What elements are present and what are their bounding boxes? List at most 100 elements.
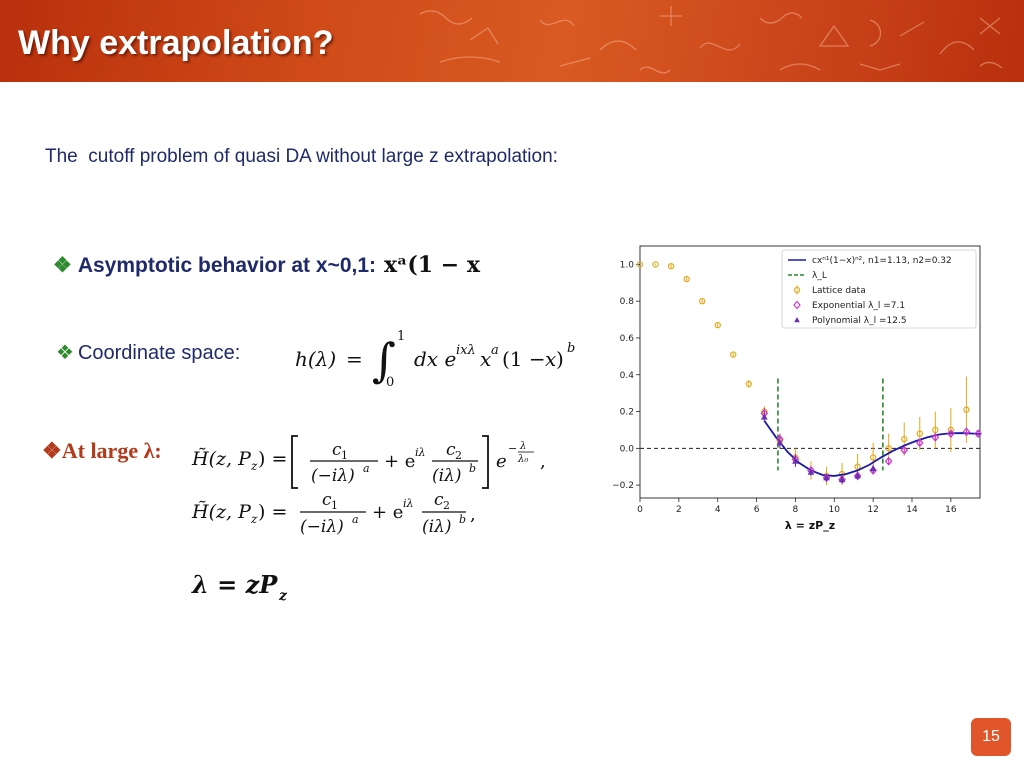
x-tick-label: 6 [754,505,760,515]
lattice-point [730,351,737,358]
bullet-diamond-icon: ❖ [53,254,72,277]
lattice-point [683,275,690,283]
legend-swatch [793,300,801,310]
svg-text:+ e: + e [372,502,403,523]
lattice-point [667,263,675,270]
svg-text:ixλ: ixλ [456,343,476,358]
svg-text:c: c [446,440,456,460]
y-tick-label: 0.8 [620,297,635,307]
svg-text:1: 1 [397,329,405,344]
asymptotic-label: Asymptotic behavior at x~0,1: [77,254,377,277]
polynomial-point [838,475,846,483]
x-axis-label: λ = zP_z [785,519,835,532]
legend-swatch [793,286,801,294]
polynomial-point [807,468,815,475]
svg-text:z: z [278,588,288,604]
lattice-point [636,261,644,268]
polynomial-point [761,413,768,420]
svg-text:∫: ∫ [372,333,396,387]
lattice-point [745,380,752,388]
svg-text:λ: λ [519,441,526,452]
y-tick-label: 0.0 [620,444,635,454]
svg-text:iλ: iλ [403,497,414,510]
svg-text:b: b [469,462,476,475]
legend-label: Lattice data [812,286,866,296]
x-tick-label: 10 [829,505,841,515]
legend-swatch [794,317,800,323]
bullet-diamond-icon: ❖ [42,438,62,463]
polynomial-point [823,474,830,481]
bullet-diamond-icon: ❖ [56,342,74,364]
svg-text:(iλ): (iλ) [432,466,461,486]
svg-text:) =: ) = [258,501,287,523]
svg-text:h(λ): h(λ) [295,347,336,371]
bullet-asymptotic: ❖ Asymptotic behavior at x~0,1: xᵃ(1 − x [53,252,480,278]
legend-label: Exponential λ_l =7.1 [812,301,905,311]
lattice-point [714,321,721,329]
plot-frame [639,245,981,499]
extrapolation-plot: 0 2 4 6 8 10 12 14 16 1.0 0.8 0.6 0.4 0.2 0.0 −0.2 λ = z… [612,245,982,532]
x-tick-label: 2 [676,505,682,515]
lattice-point [932,426,939,434]
svg-text:(iλ): (iλ) [422,517,451,537]
svg-text:(−iλ): (−iλ) [311,466,355,486]
y-tick-label: −0.2 [612,481,634,491]
asymptotic-expression: xᵃ(1 − x [384,252,480,278]
svg-text:dx e: dx e [414,347,456,371]
svg-text:λ = zP: λ = zP [191,570,278,599]
svg-text:,: , [470,504,476,525]
svg-text:) =: ) = [258,448,287,470]
svg-text:2: 2 [443,499,450,512]
legend-label: cxⁿ¹(1−x)ⁿ², n1=1.13, n2=0.32 [812,256,952,266]
exponential-point [931,432,940,442]
plot-legend: cxⁿ¹(1−x)ⁿ², n1=1.13, n2=0.32 λ_L Lattice … [781,249,977,329]
lattice-point [652,261,659,268]
equations-layer: h(λ) = ∫ 1 0 dx e ixλ x a (1 − x ) b H̃(… [191,329,575,604]
lattice-point [901,435,908,443]
svg-text:1: 1 [331,499,338,512]
svg-text:c: c [434,490,444,510]
polynomial-point [869,464,877,472]
exponential-point [884,456,893,466]
y-tick-label: 0.2 [620,408,634,418]
y-tick-label: 0.4 [620,371,635,381]
y-tick-label: 1.0 [620,260,635,270]
large-lambda-label: At large λ: [61,438,162,463]
exponential-point [974,429,982,439]
svg-text:a: a [491,343,499,358]
legend-label: λ_L [812,271,827,281]
svg-text:2: 2 [455,449,462,462]
svg-text:=: = [346,347,363,371]
coordinate-label: Coordinate space: [77,342,241,364]
x-tick-label: 12 [867,505,878,515]
exponential-point [962,427,971,437]
svg-text:0: 0 [386,375,394,390]
lattice-point [854,463,861,470]
formula-scribbles-decoration [419,6,1003,74]
x-tick-label: 8 [793,505,799,515]
polynomial-point [854,472,861,479]
equation-large-lambda-plain: H̃(z, P z ) = c 1 (−iλ) a + e iλ c 2 (iλ… [191,490,476,537]
intro-text: The cutoff problem of quasi DA without l… [45,146,558,167]
exponential-point [947,429,955,439]
svg-text:λ₀: λ₀ [517,454,528,465]
bullet-coordinate: ❖ Coordinate space: [56,340,240,365]
svg-text:b: b [459,513,466,526]
x-tick-label: 14 [906,505,918,515]
svg-text:,: , [540,451,546,472]
svg-text:b: b [567,341,575,356]
svg-text:z: z [250,512,258,526]
svg-text:c: c [332,440,342,460]
lattice-point [869,454,877,461]
svg-text:c: c [322,490,332,510]
svg-text:(−iλ): (−iλ) [300,517,344,537]
lattice-point [916,430,923,437]
exponential-point [900,445,909,455]
svg-text:−: − [508,442,517,455]
svg-text:(1 −: (1 − [502,347,546,371]
y-tick-label: 0.6 [620,334,635,344]
polynomial-point [776,439,784,446]
lattice-point [963,406,970,413]
svg-text:x: x [480,347,491,371]
legend-box [781,249,977,329]
